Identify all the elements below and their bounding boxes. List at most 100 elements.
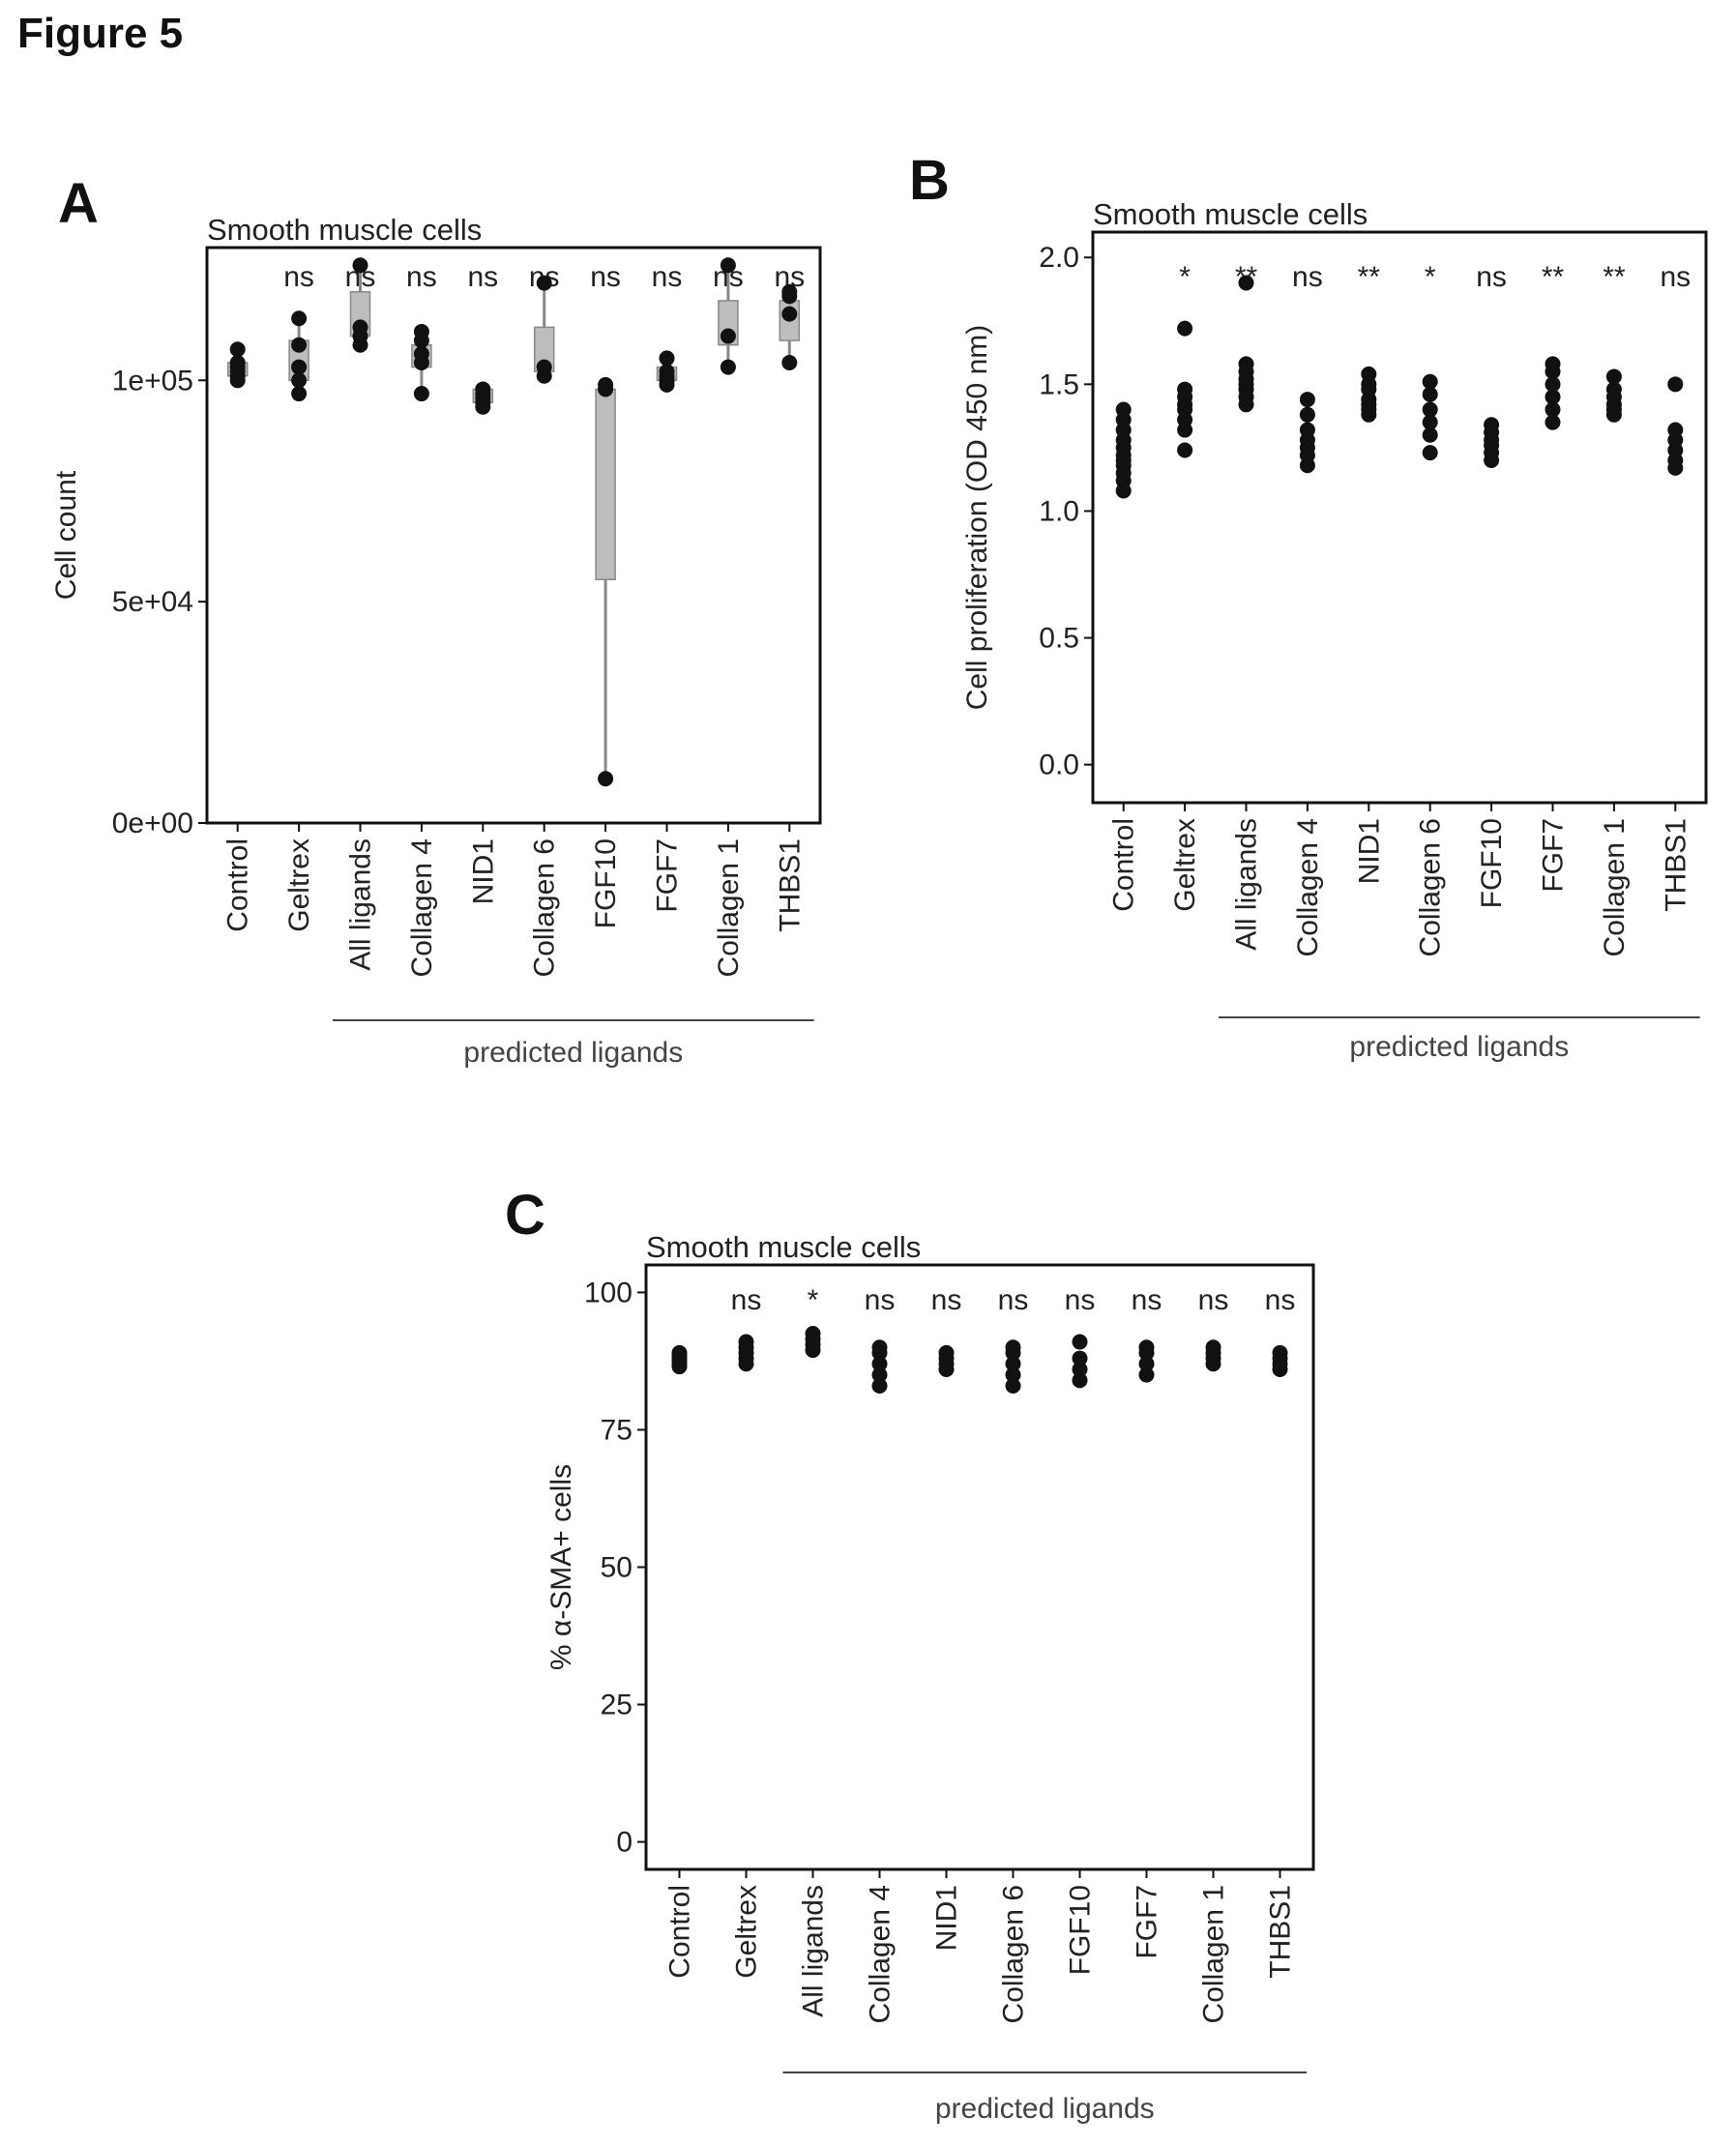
significance-label: ns — [1198, 1284, 1229, 1316]
data-point — [1484, 417, 1500, 433]
data-point — [1299, 406, 1315, 423]
y-tick-label: 1.0 — [1039, 495, 1079, 527]
y-tick-label: 5e+04 — [112, 586, 193, 618]
significance-label: * — [1425, 261, 1436, 293]
data-point — [1667, 422, 1684, 438]
data-point — [1005, 1378, 1021, 1394]
group-label: predicted ligands — [1349, 1031, 1569, 1063]
y-axis-label: % α-SMA+ cells — [545, 1464, 577, 1670]
y-tick-label: 2.0 — [1039, 242, 1079, 274]
panel-letter: A — [58, 172, 99, 235]
data-point — [1545, 401, 1561, 418]
y-tick-label: 0e+00 — [112, 808, 193, 839]
significance-label: ** — [1358, 261, 1381, 293]
data-point — [871, 1378, 888, 1394]
data-point — [413, 323, 429, 339]
x-tick-label: All ligands — [1231, 818, 1263, 951]
significance-label: ns — [731, 1284, 762, 1316]
x-tick-label: FGF7 — [652, 838, 684, 913]
data-point — [291, 310, 308, 327]
data-point — [871, 1366, 888, 1383]
data-point — [1422, 401, 1438, 418]
data-point — [413, 345, 429, 362]
data-point — [291, 359, 308, 375]
data-point — [1138, 1356, 1155, 1372]
data-point — [1072, 1372, 1088, 1389]
x-tick-label: All ligands — [798, 1885, 830, 2017]
data-point — [352, 319, 368, 336]
data-point — [536, 359, 552, 375]
significance-label: ns — [467, 261, 498, 293]
data-point — [1072, 1361, 1088, 1377]
x-tick-label: All ligands — [345, 838, 377, 971]
x-tick-label: FGF7 — [1132, 1885, 1163, 1959]
data-point — [805, 1326, 821, 1342]
data-point — [1299, 422, 1315, 438]
x-tick-label: Control — [1108, 818, 1140, 912]
x-tick-label: Control — [664, 1885, 696, 1979]
data-point — [1238, 275, 1254, 291]
data-point — [229, 355, 246, 370]
x-tick-label: Collagen 6 — [998, 1885, 1030, 2023]
panel-c: C Smooth muscle cells 0 25 50 75 100 % α-SMA+ c… — [505, 1184, 1315, 2125]
data-point — [1177, 320, 1193, 337]
plot-title: Smooth muscle cells — [646, 1230, 921, 1264]
data-point — [1005, 1339, 1021, 1356]
y-tick-label: 0 — [616, 1827, 633, 1859]
data-point — [291, 372, 308, 389]
data-point — [1545, 414, 1561, 430]
significance-label: ns — [1265, 1284, 1296, 1316]
y-tick-label: 0.5 — [1039, 623, 1079, 655]
data-point — [413, 386, 429, 402]
data-point — [475, 381, 491, 397]
y-axis-label: Cell count — [50, 470, 82, 600]
data-point — [536, 275, 552, 291]
significance-label: ns — [406, 261, 437, 293]
data-point — [1177, 381, 1193, 397]
data-point — [720, 257, 736, 274]
data-point — [1299, 392, 1315, 408]
plot-frame — [1091, 230, 1708, 805]
data-point — [738, 1334, 754, 1350]
data-point — [938, 1344, 955, 1361]
panel-letter: B — [909, 149, 950, 212]
significance-label: ns — [652, 261, 683, 293]
significance-label: ns — [998, 1284, 1029, 1316]
x-tick-label: FGF10 — [590, 838, 622, 928]
x-tick-label: Collagen 4 — [865, 1885, 897, 2023]
x-tick-label: FGF10 — [1476, 818, 1508, 908]
data-point — [1072, 1334, 1088, 1350]
significance-label: ** — [1542, 261, 1565, 293]
x-tick-label: FGF10 — [1065, 1885, 1097, 1975]
y-tick-label: 1e+05 — [112, 365, 193, 397]
x-tick-label: Collagen 4 — [1292, 818, 1324, 956]
panel-a: A Smooth muscle cells 0e+00 5e+04 1e+05 Cell … — [50, 172, 822, 1069]
x-tick-label: NID1 — [931, 1885, 963, 1951]
data-point — [352, 257, 368, 274]
data-point — [598, 771, 614, 787]
data-point — [1605, 381, 1622, 397]
x-tick-label: Collagen 1 — [713, 838, 745, 977]
x-tick-label: NID1 — [467, 838, 499, 904]
data-point — [1272, 1344, 1288, 1361]
data-point — [720, 359, 736, 375]
data-point — [671, 1344, 688, 1361]
x-tick-label: Geltrex — [283, 838, 315, 932]
y-tick-label: 0.0 — [1039, 749, 1079, 781]
data-point — [720, 328, 736, 344]
data-point — [1115, 401, 1132, 418]
significance-label: ns — [1065, 1284, 1096, 1316]
group-label: predicted ligands — [935, 2093, 1155, 2125]
data-point — [1605, 368, 1622, 385]
x-tick-label: Geltrex — [1169, 818, 1201, 912]
data-point — [1422, 414, 1438, 430]
data-point — [229, 341, 246, 358]
significance-label: ** — [1603, 261, 1626, 293]
data-point — [1422, 373, 1438, 390]
data-point — [291, 337, 308, 353]
x-tick-label: Collagen 4 — [406, 838, 438, 977]
data-point — [1667, 376, 1684, 393]
data-point — [1545, 376, 1561, 393]
x-tick-label: THBS1 — [1660, 818, 1692, 912]
data-point — [1238, 356, 1254, 372]
